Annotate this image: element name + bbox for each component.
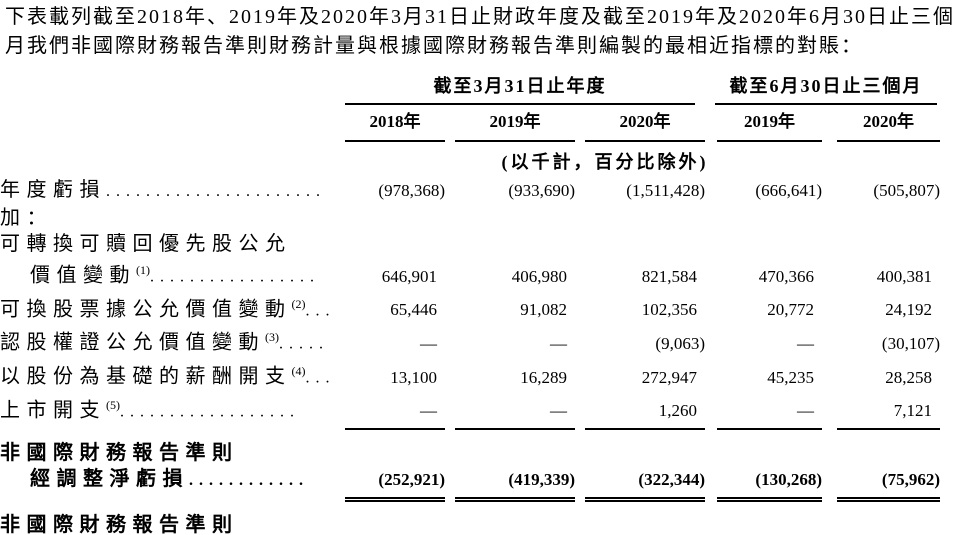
pref-shares-fv-row: 價值變動(1)................. 646,901 406,980 82…: [0, 257, 959, 291]
row-spacer: [0, 502, 959, 512]
table-body: 年度虧損...................... (978,368) (933,…: [0, 177, 959, 535]
annual-loss-dot-leader: ......................: [106, 183, 326, 200]
conv-notes-fv-value-fy2018: 65,446: [390, 300, 437, 320]
units-note: (以千計，百分比除外): [501, 152, 709, 172]
warrants-fv-row: 認股權證公允價值變動(3)..... — — (9,063) — (30,107): [0, 324, 959, 358]
non-ifrs-adj-loss-value-fy2018: (252,921): [345, 467, 445, 503]
annual-loss-label: 年度虧損......................: [0, 177, 340, 205]
year-header-2020: 2020年: [585, 109, 705, 142]
conv-notes-fv-value-fy2020: 102,356: [641, 300, 697, 320]
listing-expenses-row: 上市開支(5).................. — —1,260—7,121: [0, 392, 959, 431]
listing-expenses-value-fy2018: —: [345, 398, 445, 431]
warrants-fv-dot-leader: .....: [279, 335, 329, 353]
warrants-fv-value-q2019: —: [797, 333, 814, 353]
pref-shares-fv-line1-row: 可轉換可贖回優先股公允: [0, 231, 959, 257]
annual-loss-value-fy2019: (933,690): [508, 181, 575, 200]
pref-shares-fv-value-fy2019: 406,980: [511, 266, 567, 286]
non-ifrs-adj-loss-value-fy2020: (322,344): [585, 467, 705, 503]
annual-loss-label-text: 年度虧損: [0, 179, 106, 201]
group-header-three-months: 截至6月30日止三個月: [715, 73, 937, 105]
share-based-comp-label: 以股份為基礎的薪酬開支(4)...: [0, 358, 340, 392]
year-header-2018: 2018年: [345, 109, 445, 142]
non-ifrs-adj-loss-rate-line1-label: 非國際財務報告準則: [0, 512, 340, 535]
conv-notes-fv-value-q2019: 20,772: [767, 300, 814, 320]
share-based-comp-value-fy2019: 16,289: [520, 367, 567, 387]
share-based-comp-footnote-ref: (4): [291, 363, 306, 378]
listing-expenses-value-q2019: —: [717, 398, 822, 431]
non-ifrs-reconciliation-table: 截至3月31日止年度 截至6月30日止三個月 2018年 2019年 2020年…: [0, 73, 959, 535]
listing-expenses-value-fy2020: 1,260: [585, 398, 705, 431]
conv-notes-fv-value-q2020: 24,192: [885, 300, 932, 320]
share-based-comp-value-q2020: 28,258: [885, 367, 932, 387]
share-based-comp-value-fy2020: 272,947: [641, 367, 697, 387]
pref-shares-fv-line1-label: 可轉換可贖回優先股公允: [0, 231, 340, 257]
year-header-q-2019: 2019年: [717, 109, 822, 142]
non-ifrs-adj-loss-line1-label-text: 非國際財務報告準則: [0, 442, 239, 465]
share-based-comp-value-q2019: 45,235: [767, 367, 814, 387]
pref-shares-fv-value-q2019: 470,366: [758, 266, 814, 286]
group-header-row: 截至3月31日止年度 截至6月30日止三個月: [0, 73, 959, 105]
non-ifrs-adj-loss-rate-line1-row: 非國際財務報告準則: [0, 512, 959, 535]
annual-loss-value-fy2018: (978,368): [378, 181, 445, 200]
warrants-fv-value-fy2020: (9,063): [655, 333, 705, 353]
share-based-comp-label-text: 以股份為基礎的薪酬開支: [0, 365, 292, 388]
non-ifrs-adj-loss-label: 經調整淨虧損............: [0, 466, 340, 494]
pref-shares-fv-value-q2020: 400,381: [876, 266, 932, 286]
annual-loss-value-fy2020: (1,511,428): [626, 181, 705, 200]
conv-notes-fv-dot-leader: ...: [305, 302, 336, 320]
warrants-fv-footnote-ref: (3): [265, 330, 279, 345]
non-ifrs-adj-loss-dot-leader: ............: [189, 472, 309, 490]
listing-expenses-label-text: 上市開支: [0, 399, 106, 422]
listing-expenses-label: 上市開支(5)..................: [0, 392, 340, 426]
non-ifrs-adj-loss-value-q2020: (75,962): [837, 467, 940, 503]
warrants-fv-label-text: 認股權證公允價值變動: [0, 331, 265, 354]
share-based-comp-dot-leader: ...: [305, 369, 336, 387]
warrants-fv-value-q2020: (30,107): [881, 333, 940, 353]
pref-shares-fv-label: 價值變動(1).................: [0, 257, 340, 291]
pref-shares-fv-dot-leader: .................: [150, 268, 320, 286]
listing-expenses-value-fy2019: —: [455, 398, 575, 431]
year-header-2019: 2019年: [455, 109, 575, 142]
add-label-text: 加：: [0, 207, 53, 229]
warrants-fv-value-fy2019: —: [550, 333, 567, 353]
non-ifrs-adj-loss-value-fy2019: (419,339): [455, 467, 575, 503]
year-header-row: 2018年 2019年 2020年 2019年 2020年: [0, 105, 959, 142]
pref-shares-fv-label-text: 價值變動: [30, 264, 136, 287]
listing-expenses-footnote-ref: (5): [106, 397, 120, 412]
pref-shares-fv-footnote-ref: (1): [136, 263, 150, 277]
pref-shares-fv-line1-label-text: 可轉換可贖回優先股公允: [0, 233, 292, 255]
annual-loss-value-q2019: (666,641): [755, 181, 822, 200]
year-header-q-2020: 2020年: [837, 109, 940, 142]
non-ifrs-adj-loss-line1-row: 非國際財務報告準則: [0, 440, 959, 466]
non-ifrs-adj-loss-label-text: 經調整淨虧損: [30, 468, 189, 491]
conv-notes-fv-value-fy2019: 91,082: [520, 300, 567, 320]
non-ifrs-adj-loss-line1-label: 非國際財務報告準則: [0, 440, 340, 466]
non-ifrs-adj-loss-rate-line1-label-text: 非國際財務報告準則: [0, 514, 239, 535]
add-label: 加：: [0, 205, 340, 231]
listing-expenses-dot-leader: ..................: [120, 403, 300, 421]
warrants-fv-value-fy2018: —: [420, 333, 437, 353]
pref-shares-fv-value-fy2020: 821,584: [641, 266, 697, 286]
add-row: 加：: [0, 205, 959, 231]
conv-notes-fv-footnote-ref: (2): [291, 296, 306, 311]
listing-expenses-value-q2020: 7,121: [837, 398, 940, 431]
non-ifrs-adj-loss-value-q2019: (130,268): [717, 467, 822, 503]
conv-notes-fv-label: 可換股票據公允價值變動(2)...: [0, 291, 340, 325]
group-header-fiscal-year: 截至3月31日止年度: [345, 73, 695, 105]
annual-loss-row: 年度虧損...................... (978,368) (933,…: [0, 177, 959, 205]
annual-loss-value-q2020: (505,807): [873, 181, 940, 200]
non-ifrs-adj-loss-row: 經調整淨虧損............ (252,921) (419,339) (322…: [0, 466, 959, 503]
warrants-fv-label: 認股權證公允價值變動(3).....: [0, 324, 340, 358]
row-spacer: [0, 430, 959, 440]
share-based-comp-value-fy2018: 13,100: [390, 367, 437, 387]
intro-paragraph: 下表載列截至2018年、2019年及2020年3月31日止財政年度及截至2019…: [5, 6, 955, 57]
share-based-comp-row: 以股份為基礎的薪酬開支(4)... 13,100 16,289 272,947 45,2…: [0, 358, 959, 392]
units-row: (以千計，百分比除外): [0, 142, 959, 177]
pref-shares-fv-value-fy2018: 646,901: [381, 266, 437, 286]
conv-notes-fv-row: 可換股票據公允價值變動(2)... 65,446 91,082 102,356 20,7…: [0, 291, 959, 325]
conv-notes-fv-label-text: 可換股票據公允價值變動: [0, 298, 292, 321]
